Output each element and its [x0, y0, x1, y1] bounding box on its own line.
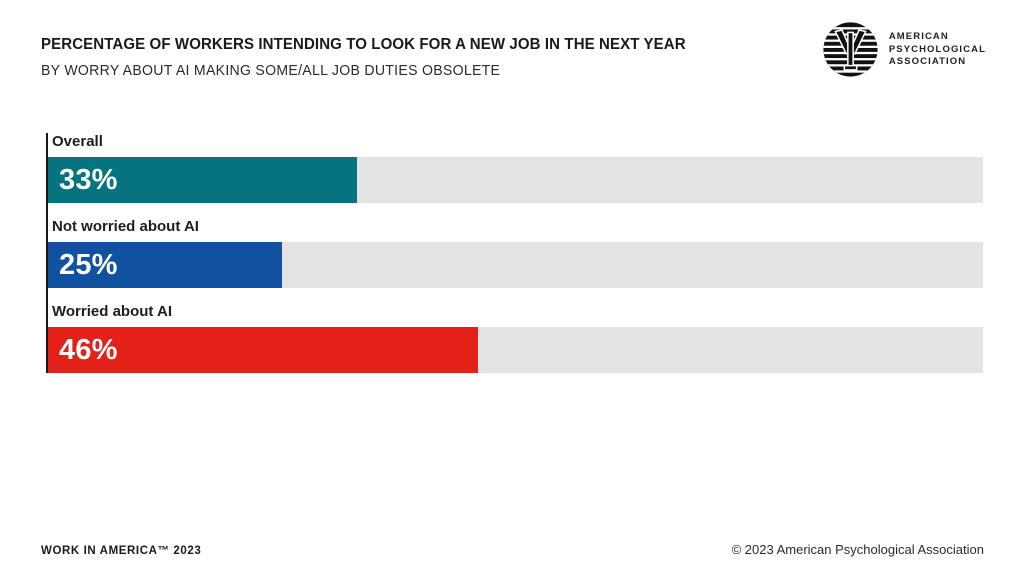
bar-value-label: 33%: [59, 163, 118, 196]
chart-subtitle: BY WORRY ABOUT AI MAKING SOME/ALL JOB DU…: [41, 62, 501, 79]
bar-value-label: 46%: [59, 333, 118, 366]
bar-track: 25%: [48, 242, 983, 288]
bar-chart: Overall 33% Not worried about AI 25% Wor…: [46, 133, 983, 388]
bar-group-overall: Overall 33%: [48, 133, 983, 203]
chart-title: PERCENTAGE OF WORKERS INTENDING TO LOOK …: [41, 36, 686, 53]
footer-copyright: © 2023 American Psychological Associatio…: [731, 542, 984, 557]
bar-track: 46%: [48, 327, 983, 373]
bar-label: Worried about AI: [52, 303, 172, 320]
apa-logo-line: AMERICAN: [888, 31, 949, 43]
bar-fill: 46%: [48, 327, 479, 373]
apa-logo-text: AMERICAN PSYCHOLOGICAL ASSOCIATION: [889, 32, 986, 67]
axis-line: [46, 133, 48, 373]
bar-fill: 25%: [48, 242, 282, 288]
bar-label: Overall: [52, 133, 103, 150]
footer-source: WORK IN AMERICA™ 2023: [41, 545, 202, 557]
bar-group-worried: Worried about AI 46%: [48, 303, 983, 373]
apa-psi-icon: [823, 22, 878, 77]
footer: WORK IN AMERICA™ 2023 © 2023 American Ps…: [41, 542, 984, 557]
bar-fill: 33%: [48, 157, 357, 203]
apa-logo-line: ASSOCIATION: [888, 56, 967, 68]
bar-value-label: 25%: [59, 248, 118, 281]
apa-logo-line: PSYCHOLOGICAL: [888, 43, 986, 55]
bar-group-not-worried: Not worried about AI 25%: [48, 218, 983, 288]
header: PERCENTAGE OF WORKERS INTENDING TO LOOK …: [41, 36, 781, 79]
bar-track: 33%: [48, 157, 983, 203]
bar-label: Not worried about AI: [52, 218, 199, 235]
apa-logo: AMERICAN PSYCHOLOGICAL ASSOCIATION: [822, 21, 986, 78]
